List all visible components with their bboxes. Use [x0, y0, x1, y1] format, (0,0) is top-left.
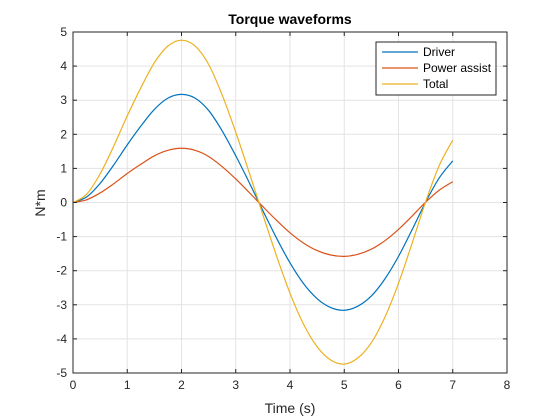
series-lines: [72, 39, 454, 365]
x-tick-label: 1: [124, 378, 131, 392]
y-tick-label: 3: [60, 93, 67, 107]
ticks: 0 1 2 3 4 5 6 7 8 -5 -4 -3 -2 -1 0 1 2 3 4 5: [56, 25, 510, 392]
legend-label-power-assist: Power assist: [423, 61, 492, 75]
y-tick-label: 2: [60, 127, 67, 141]
y-tick-label: 4: [60, 59, 67, 73]
x-tick-label: 4: [287, 378, 294, 392]
legend[interactable]: Driver Power assist Total: [375, 41, 497, 96]
x-tick-label: 6: [395, 378, 402, 392]
series-line-total: [72, 39, 454, 365]
x-tick-label: 7: [449, 378, 456, 392]
y-tick-label: -3: [56, 298, 67, 312]
x-axis-label: Time (s): [265, 400, 316, 416]
legend-label-total: Total: [423, 77, 448, 91]
y-axis-label: N*m: [32, 189, 48, 216]
x-tick-label: 8: [504, 378, 511, 392]
grid: [73, 32, 507, 373]
y-tick-label: -2: [56, 264, 67, 278]
y-tick-label: 0: [60, 196, 67, 210]
series-line-power-assist: [72, 147, 454, 257]
y-tick-label: -4: [56, 332, 67, 346]
x-tick-label: 0: [70, 378, 77, 392]
chart-title: Torque waveforms: [228, 11, 352, 27]
legend-label-driver: Driver: [423, 45, 455, 59]
x-tick-label: 5: [341, 378, 348, 392]
y-tick-label: 1: [60, 161, 67, 175]
x-tick-label: 2: [178, 378, 185, 392]
y-tick-label: 5: [60, 25, 67, 39]
x-tick-label: 3: [232, 378, 239, 392]
y-tick-label: -5: [56, 366, 67, 380]
series-line-driver: [72, 93, 454, 311]
y-tick-label: -1: [56, 230, 67, 244]
